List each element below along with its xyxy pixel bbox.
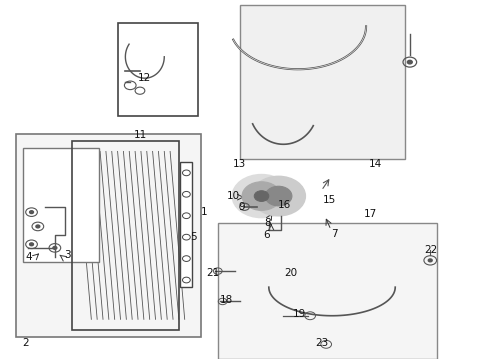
- Text: 14: 14: [368, 159, 382, 169]
- Text: 1: 1: [201, 207, 207, 217]
- Text: 12: 12: [138, 73, 151, 83]
- Bar: [239, 5, 404, 158]
- Circle shape: [36, 225, 40, 228]
- Bar: [23, 148, 99, 262]
- Text: 5: 5: [190, 232, 196, 242]
- Text: 16: 16: [277, 200, 290, 210]
- Text: 8: 8: [264, 218, 271, 228]
- Text: 6: 6: [263, 230, 269, 240]
- Text: 18: 18: [219, 295, 232, 305]
- Text: 21: 21: [206, 268, 219, 278]
- Text: 22: 22: [423, 245, 436, 255]
- Circle shape: [30, 243, 33, 246]
- Bar: [217, 223, 436, 359]
- Text: 20: 20: [284, 268, 297, 278]
- Text: 3: 3: [63, 250, 70, 260]
- Text: 7: 7: [330, 229, 337, 239]
- Bar: [72, 141, 179, 330]
- Circle shape: [264, 186, 291, 206]
- Text: 10: 10: [227, 191, 240, 201]
- Circle shape: [251, 176, 305, 216]
- Text: 17: 17: [363, 209, 376, 219]
- Circle shape: [232, 175, 290, 217]
- Bar: [16, 134, 201, 337]
- Text: 19: 19: [292, 309, 305, 319]
- Text: 11: 11: [133, 130, 146, 140]
- Text: 23: 23: [315, 338, 328, 347]
- Circle shape: [254, 191, 268, 202]
- Circle shape: [407, 60, 411, 64]
- Circle shape: [242, 182, 281, 210]
- Circle shape: [427, 259, 431, 262]
- Text: 13: 13: [233, 159, 246, 169]
- Circle shape: [30, 211, 33, 213]
- Text: 9: 9: [238, 202, 245, 212]
- Bar: [180, 162, 192, 287]
- Text: 15: 15: [322, 195, 336, 204]
- Text: 2: 2: [22, 338, 29, 347]
- Text: 4: 4: [26, 252, 32, 262]
- Bar: [118, 23, 198, 116]
- Circle shape: [53, 247, 57, 249]
